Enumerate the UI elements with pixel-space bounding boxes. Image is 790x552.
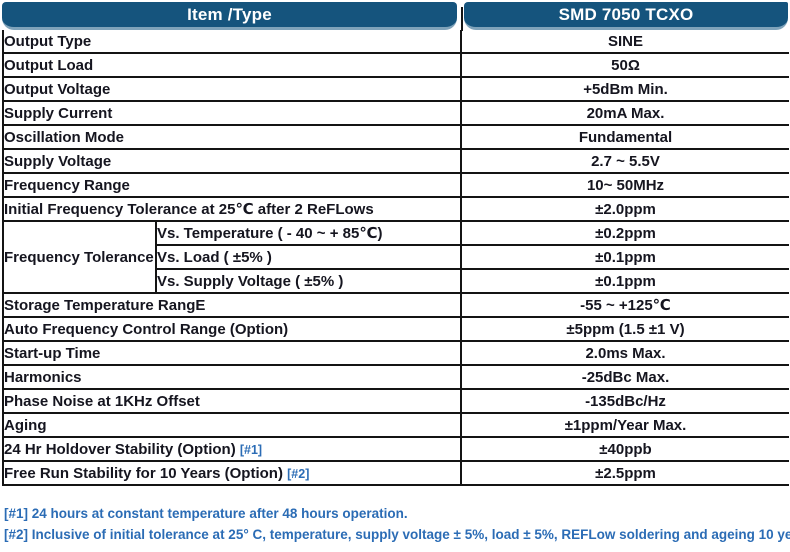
spec-table: Output Type SINE Output Load 50Ω Output … bbox=[2, 30, 789, 486]
row-label: Frequency Range bbox=[3, 173, 461, 198]
row-label: Supply Current bbox=[3, 101, 461, 126]
table-row-output-load: Output Load 50Ω bbox=[3, 53, 789, 78]
table-row-tolerance-vs-load: Vs. Load ( ±5% ) ±0.1ppm bbox=[3, 245, 789, 270]
footnote-ref-2: [#2] bbox=[287, 466, 310, 481]
row-label: Output Voltage bbox=[3, 77, 461, 102]
row-value: 10~ 50MHz bbox=[460, 173, 789, 198]
table-row-output-voltage: Output Voltage +5dBm Min. bbox=[3, 77, 789, 102]
row-value: 2.7 ~ 5.5V bbox=[460, 149, 789, 174]
footnote-1: [#1] 24 hours at constant temperature af… bbox=[4, 506, 408, 521]
table-row-storage-temperature-range: Storage Temperature RangE -55 ~ +125℃ bbox=[3, 293, 789, 318]
row-label: Start-up Time bbox=[3, 341, 461, 366]
row-label: Storage Temperature RangE bbox=[3, 293, 461, 318]
footnote-2: [#2] Inclusive of initial tolerance at 2… bbox=[4, 527, 790, 542]
row-label: Phase Noise at 1KHz Offset bbox=[3, 389, 461, 414]
table-row-initial-frequency-tolerance: Initial Frequency Tolerance at 25℃ after… bbox=[3, 197, 789, 222]
table-row-aging: Aging ±1ppm/Year Max. bbox=[3, 413, 789, 438]
row-value: ±2.0ppm bbox=[460, 197, 789, 222]
table-row-oscillation-mode: Oscillation Mode Fundamental bbox=[3, 125, 789, 150]
row-value: -55 ~ +125℃ bbox=[460, 293, 789, 318]
row-value: SINE bbox=[460, 30, 789, 54]
table-header-row: Item /Type SMD 7050 TCXO bbox=[2, 2, 788, 30]
row-value: +5dBm Min. bbox=[460, 77, 789, 102]
row-label: Free Run Stability for 10 Years (Option)… bbox=[3, 461, 461, 486]
table-row-harmonics: Harmonics -25dBc Max. bbox=[3, 365, 789, 390]
table-row-supply-voltage: Supply Voltage 2.7 ~ 5.5V bbox=[3, 149, 789, 174]
row-value: -25dBc Max. bbox=[460, 365, 789, 390]
table-row-free-run-stability: Free Run Stability for 10 Years (Option)… bbox=[3, 461, 789, 486]
row-sublabel: Vs. Load ( ±5% ) bbox=[155, 245, 461, 270]
table-row-start-up-time: Start-up Time 2.0ms Max. bbox=[3, 341, 789, 366]
row-value: ±2.5ppm bbox=[460, 461, 789, 486]
row-label: Aging bbox=[3, 413, 461, 438]
row-value: 20mA Max. bbox=[460, 101, 789, 126]
table-row-tolerance-vs-temperature: Frequency Tolerance Vs. Temperature ( - … bbox=[3, 221, 789, 294]
row-value: ±0.1ppm bbox=[460, 245, 789, 270]
frequency-tolerance-group-label: Frequency Tolerance bbox=[3, 221, 156, 294]
table-row-auto-frequency-control-range: Auto Frequency Control Range (Option) ±5… bbox=[3, 317, 789, 342]
table-row-phase-noise: Phase Noise at 1KHz Offset -135dBc/Hz bbox=[3, 389, 789, 414]
row-label: Oscillation Mode bbox=[3, 125, 461, 150]
row-label: Initial Frequency Tolerance at 25℃ after… bbox=[3, 197, 461, 222]
row-value: -135dBc/Hz bbox=[460, 389, 789, 414]
row-label: Output Type bbox=[3, 30, 461, 54]
row-value: ±0.2ppm bbox=[460, 221, 789, 246]
header-cell-item-type: Item /Type bbox=[2, 2, 457, 30]
row-value: ±1ppm/Year Max. bbox=[460, 413, 789, 438]
row-value: ±0.1ppm bbox=[460, 269, 789, 294]
row-sublabel: Vs. Supply Voltage ( ±5% ) bbox=[155, 269, 461, 294]
header-product-label: SMD 7050 TCXO bbox=[558, 4, 694, 24]
row-value: Fundamental bbox=[460, 125, 789, 150]
table-row-supply-current: Supply Current 20mA Max. bbox=[3, 101, 789, 126]
row-label-text: 24 Hr Holdover Stability (Option) bbox=[4, 440, 236, 458]
table-row-frequency-range: Frequency Range 10~ 50MHz bbox=[3, 173, 789, 198]
header-item-type-label: Item /Type bbox=[187, 4, 272, 24]
header-cell-product: SMD 7050 TCXO bbox=[464, 2, 788, 30]
footnote-ref-1: [#1] bbox=[239, 442, 263, 457]
row-label: 24 Hr Holdover Stability (Option) [#1] bbox=[3, 437, 461, 462]
table-row-tolerance-vs-supply-voltage: Vs. Supply Voltage ( ±5% ) ±0.1ppm bbox=[3, 269, 789, 294]
table-row-output-type: Output Type SINE bbox=[3, 30, 789, 54]
row-label: Output Load bbox=[3, 53, 461, 78]
row-value: 2.0ms Max. bbox=[460, 341, 789, 366]
header-column-divider-line bbox=[461, 7, 463, 31]
row-value: ±40ppb bbox=[460, 437, 789, 462]
row-label-text: Free Run Stability for 10 Years (Option) bbox=[4, 464, 283, 482]
row-sublabel: Vs. Temperature ( - 40 ~ + 85℃) bbox=[155, 221, 461, 246]
row-value: ±5ppm (1.5 ±1 V) bbox=[460, 317, 789, 342]
row-label: Auto Frequency Control Range (Option) bbox=[3, 317, 461, 342]
row-value: 50Ω bbox=[460, 53, 789, 78]
footnotes: [#1] 24 hours at constant temperature af… bbox=[4, 503, 790, 545]
row-label: Supply Voltage bbox=[3, 149, 461, 174]
row-label: Harmonics bbox=[3, 365, 461, 390]
table-row-holdover-stability: 24 Hr Holdover Stability (Option) [#1] ±… bbox=[3, 437, 789, 462]
